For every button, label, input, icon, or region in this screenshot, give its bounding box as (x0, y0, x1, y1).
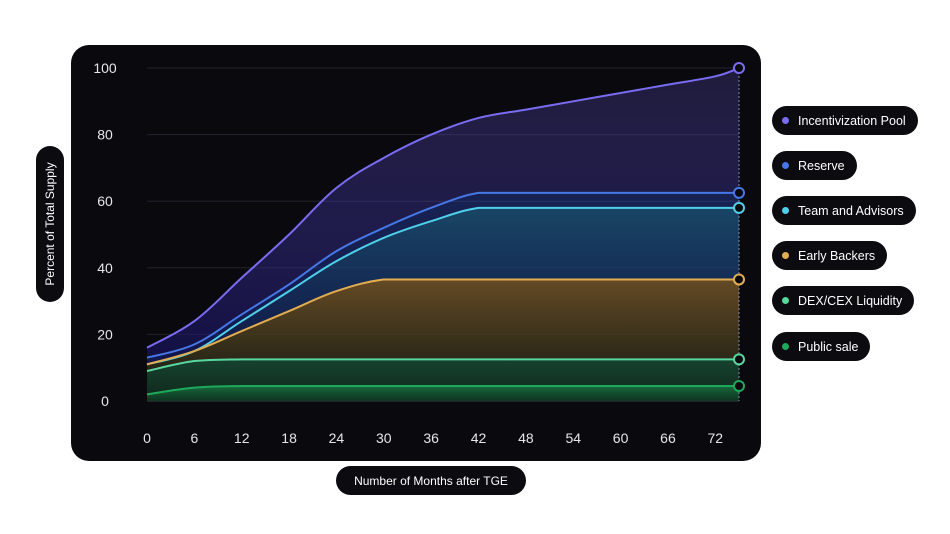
legend-dot-icon (782, 207, 789, 214)
y-axis-label-text: Percent of Total Supply (43, 162, 57, 286)
x-tick-label: 18 (281, 430, 297, 446)
line-layer (146, 67, 740, 396)
area-incentivization-pool (147, 68, 739, 358)
area-public-sale (147, 386, 739, 401)
line-incentivization-pool (146, 67, 740, 349)
chart-panel: 0 20 40 60 80 100 0 6 12 18 24 30 36 42 48 54 60 66 72 (71, 45, 761, 461)
legend-label: DEX/CEX Liquidity (798, 293, 903, 308)
line-public-sale (146, 385, 739, 396)
endpoint-center (737, 277, 741, 282)
endpoint-center (737, 205, 741, 210)
legend-label: Early Backers (798, 248, 876, 263)
legend-label: Reserve (798, 158, 845, 173)
area-team-and-advisors (147, 207, 739, 365)
legend-dot-icon (782, 343, 789, 350)
legend-item-incentivization-pool[interactable]: Incentivization Pool (772, 106, 918, 135)
x-tick-label: 0 (143, 430, 151, 446)
line-dex-cex-liquidity (146, 358, 739, 373)
x-tick-label: 24 (329, 430, 345, 446)
legend-dot-icon (782, 252, 789, 259)
endpoint-center (737, 357, 741, 362)
legend-item-reserve[interactable]: Reserve (772, 151, 857, 180)
area-layer (147, 68, 739, 401)
endpoint-center (737, 66, 741, 70)
endpoint-center (737, 190, 741, 195)
y-tick-label: 40 (97, 260, 113, 276)
line-early-backers (146, 278, 739, 366)
legend-item-dex-cex-liquidity[interactable]: DEX/CEX Liquidity (772, 286, 915, 315)
endpoint-center (737, 384, 741, 389)
x-tick-label: 72 (708, 430, 724, 446)
x-tick-label: 60 (613, 430, 629, 446)
legend-label: Incentivization Pool (798, 113, 906, 128)
point-layer (733, 62, 745, 393)
x-axis-ticks: 0 6 12 18 24 30 36 42 48 54 60 66 72 (143, 430, 723, 446)
y-tick-label: 60 (97, 193, 113, 209)
legend-label: Public sale (798, 339, 859, 354)
x-tick-label: 66 (660, 430, 676, 446)
legend-item-public-sale[interactable]: Public sale (772, 332, 871, 361)
y-tick-label: 80 (97, 127, 113, 143)
x-tick-label: 54 (565, 430, 581, 446)
area-early-backers (147, 279, 739, 372)
y-tick-label: 100 (93, 60, 117, 76)
x-tick-label: 48 (518, 430, 534, 446)
line-team-and-advisors (146, 206, 739, 366)
chart-svg: 0 20 40 60 80 100 0 6 12 18 24 30 36 42 48 54 60 66 72 (93, 60, 745, 446)
legend-item-team-and-advisors[interactable]: Team and Advisors (772, 196, 916, 225)
y-axis-ticks: 0 20 40 60 80 100 (93, 60, 117, 409)
x-tick-label: 30 (376, 430, 392, 446)
line-reserve (146, 191, 739, 359)
x-tick-label: 6 (190, 430, 198, 446)
x-axis-label: Number of Months after TGE (336, 466, 526, 495)
y-tick-label: 20 (97, 326, 113, 342)
legend-dot-icon (782, 162, 789, 169)
legend-label: Team and Advisors (798, 203, 904, 218)
legend-dot-icon (782, 297, 789, 304)
x-tick-label: 12 (234, 430, 250, 446)
x-tick-label: 36 (423, 430, 439, 446)
y-tick-label: 0 (101, 393, 109, 409)
legend-dot-icon (782, 117, 789, 124)
legend-item-early-backers[interactable]: Early Backers (772, 241, 888, 270)
x-tick-label: 42 (471, 430, 487, 446)
y-axis-label: Percent of Total Supply (36, 146, 64, 302)
